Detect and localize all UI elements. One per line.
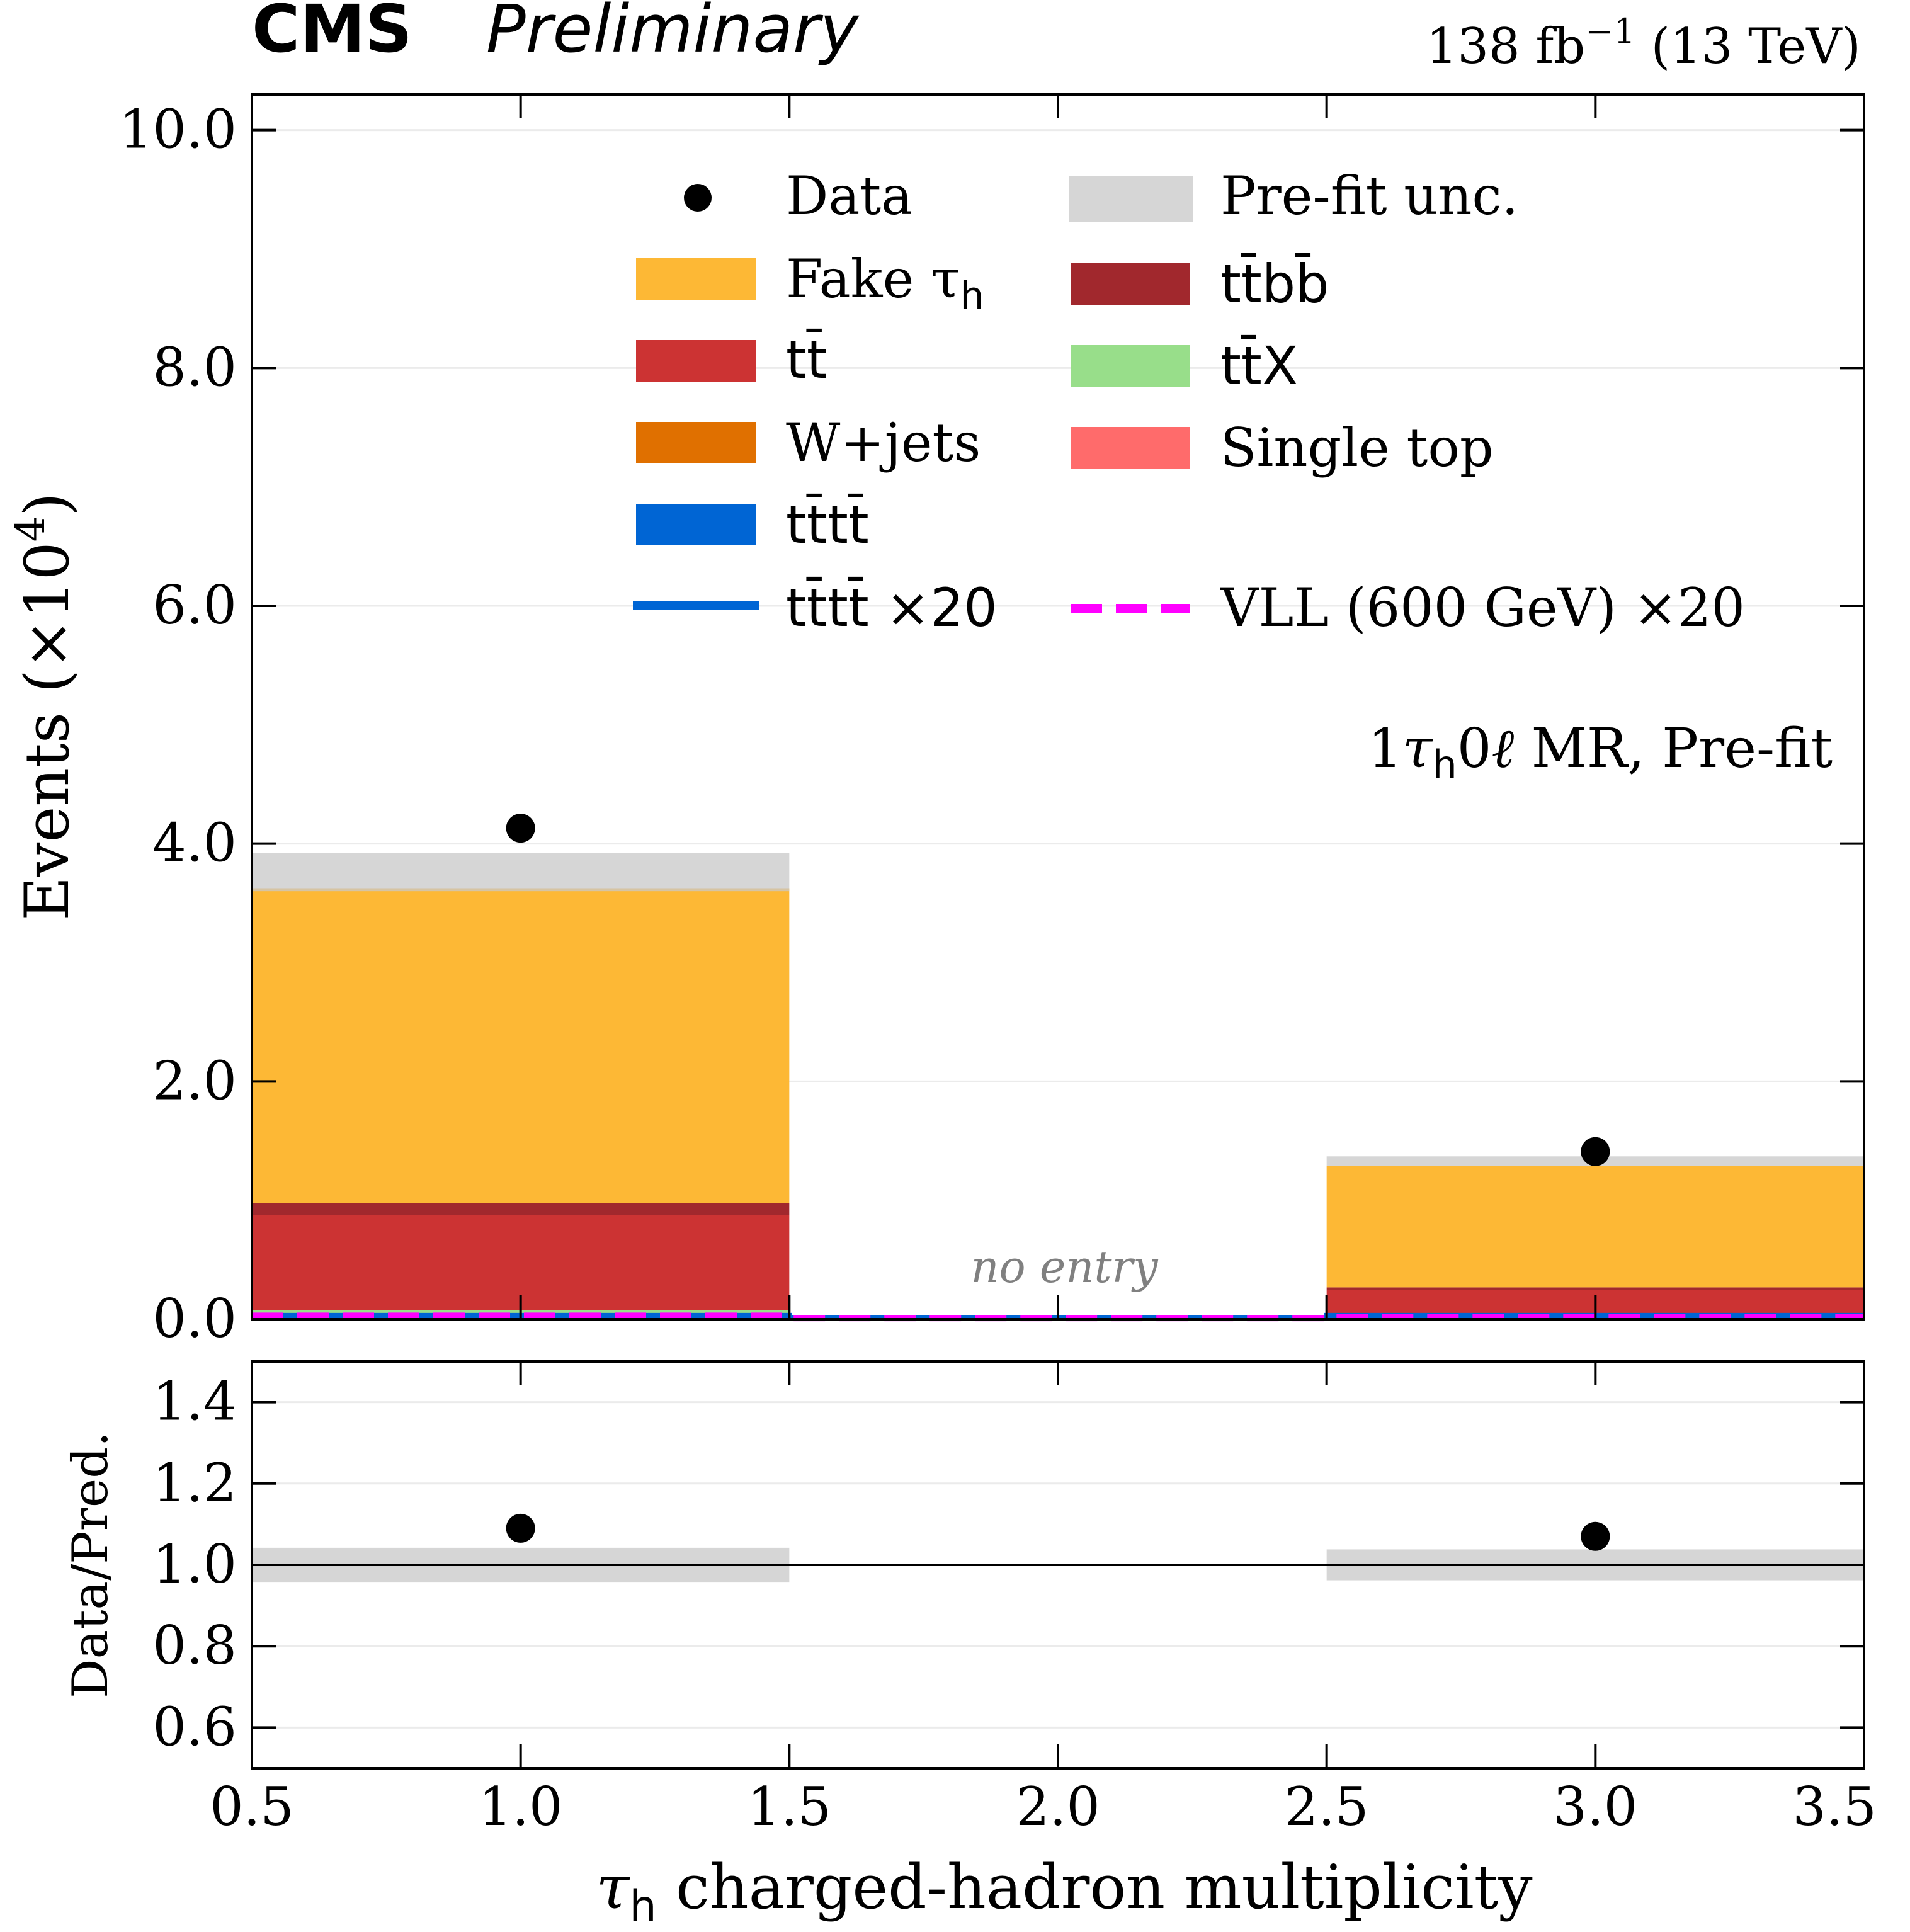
prefit-unc-bin-1 (252, 853, 790, 892)
lumi-label: 138 fb−1 (13 TeV) (1426, 11, 1861, 75)
legend-ttbb-label: tt̄bb̄ (1220, 253, 1329, 315)
main-axis-ticks (251, 94, 1865, 1321)
legend-ttx-swatch (1071, 345, 1190, 387)
ratio-point-bin-3 (1581, 1521, 1610, 1551)
legend-ttbb-swatch (1071, 263, 1190, 305)
legend-ttbar-label: tt̄ (786, 329, 827, 390)
energy-label: (13 TeV) (1651, 18, 1861, 75)
data-points (506, 814, 1610, 1166)
xtick-label-4: 2.5 (1285, 1776, 1369, 1838)
main-ytick-label-5: 10.0 (119, 99, 237, 161)
legend-single-top-label: Single top (1220, 417, 1494, 479)
region-ell: ℓ (1492, 717, 1515, 780)
ratio-ytick-label-1: 0.8 (152, 1615, 237, 1676)
legend-fake-tau-text: Fake τ (786, 248, 960, 310)
y-label-close: ) (12, 492, 82, 516)
legend-vll-label: VLL (600 GeV) ×20 (1220, 577, 1745, 639)
x-label-tau-sub: h (630, 1882, 657, 1931)
xtick-label-6: 3.5 (1792, 1776, 1877, 1838)
legend-data-marker (684, 184, 712, 212)
region-tau: τ (1402, 717, 1433, 780)
legend: Data Fake τh tt̄ W+jets tt̄tt̄ tt̄tt̄ ×2… (633, 165, 1745, 639)
xtick-label-0: 0.5 (210, 1776, 294, 1838)
xtick-label-5: 3.0 (1554, 1776, 1638, 1838)
stack-bar-ttbb-bin-3 (1326, 1287, 1864, 1290)
ratio-ytick-label-0: 0.6 (152, 1696, 237, 1758)
stack-bar-ttbar-bin-1 (252, 1215, 790, 1310)
main-ytick-label-2: 4.0 (152, 812, 237, 874)
lumi-space (1635, 18, 1651, 75)
legend-prefit-unc-swatch (1069, 176, 1193, 222)
x-label-text: charged-hadron multiplicity (657, 1852, 1533, 1923)
legend-ttbar-swatch (636, 340, 756, 382)
main-y-axis-label: Events (×104) (8, 492, 82, 921)
main-ytick-label-0: 0.0 (152, 1288, 237, 1350)
stack-bar-fake_tau-bin-1 (252, 888, 790, 1203)
xtick-label-2: 1.5 (748, 1776, 832, 1838)
region-label: 1τh0ℓ MR, Pre-fit (1368, 717, 1833, 788)
stacked-histogram (252, 888, 1864, 1320)
stack-bar-fake_tau-bin-3 (1326, 1166, 1864, 1288)
xtick-label-3: 2.0 (1016, 1776, 1100, 1838)
main-ytick-label-4: 8.0 (152, 336, 237, 398)
legend-fake-tau-label: Fake τh (786, 248, 984, 318)
data-point-bin-3 (1581, 1137, 1610, 1166)
region-prefix: 1 (1368, 717, 1402, 780)
legend-tttt-swatch (636, 504, 756, 545)
x-axis-label: τh charged-hadron multiplicity (596, 1852, 1532, 1931)
region-suffix: MR, Pre-fit (1514, 717, 1833, 780)
ratio-point-bin-1 (506, 1513, 535, 1543)
legend-fake-tau-sub: h (960, 274, 984, 318)
region-zero: 0 (1457, 717, 1492, 780)
experiment-label: CMS (252, 0, 412, 67)
legend-tttt-label: tt̄tt̄ (786, 494, 869, 555)
region-tau-sub: h (1432, 742, 1457, 788)
ratio-ytick-label-4: 1.4 (152, 1371, 237, 1433)
stack-bar-ttbb-bin-1 (252, 1203, 790, 1215)
ratio-y-axis-label: Data/Pred. (62, 1431, 119, 1698)
main-y-tick-labels: 0.0 2.0 4.0 6.0 8.0 10.0 (119, 99, 237, 1350)
ratio-ytick-label-2: 1.0 (152, 1533, 237, 1595)
main-ytick-label-1: 2.0 (152, 1050, 237, 1111)
y-label-exponent: 4 (8, 516, 54, 542)
legend-tttt-x20-label: tt̄tt̄ ×20 (786, 577, 998, 639)
ratio-points (506, 1513, 1610, 1551)
x-tick-labels: 0.5 1.0 1.5 2.0 2.5 3.0 3.5 (210, 1776, 1877, 1838)
ratio-ytick-label-3: 1.2 (152, 1452, 237, 1514)
legend-wjets-label: W+jets (786, 412, 981, 474)
legend-prefit-unc-label: Pre-fit unc. (1220, 165, 1518, 227)
ratio-panel: 0.6 0.8 1.0 1.2 1.4 0.5 1.0 1.5 2.0 2.5 3.0 3.5 Da… (62, 1360, 1877, 1931)
ratio-y-tick-labels: 0.6 0.8 1.0 1.2 1.4 (152, 1371, 237, 1758)
legend-ttx-label: tt̄X (1220, 335, 1298, 397)
legend-single-top-swatch (1071, 427, 1190, 469)
y-label-text: Events (×10 (12, 542, 82, 920)
main-panel: 0.02.04.06.08.010.0 no entry 1τh0ℓ MR, P… (8, 93, 1865, 1350)
lumi-exponent: −1 (1585, 11, 1635, 51)
main-ytick-label-3: 6.0 (152, 574, 237, 636)
lumi-value: 138 fb (1426, 18, 1585, 75)
ratio-axis-ticks (251, 1361, 1865, 1768)
status-label: Preliminary (486, 0, 860, 67)
legend-data-label: Data (786, 165, 912, 227)
xtick-label-1: 1.0 (479, 1776, 563, 1838)
no-entry-label: no entry (970, 1241, 1159, 1293)
data-point-bin-1 (506, 814, 535, 843)
legend-fake-tau-swatch (636, 258, 756, 300)
legend-wjets-swatch (636, 422, 756, 463)
x-label-tau: τ (596, 1852, 630, 1923)
